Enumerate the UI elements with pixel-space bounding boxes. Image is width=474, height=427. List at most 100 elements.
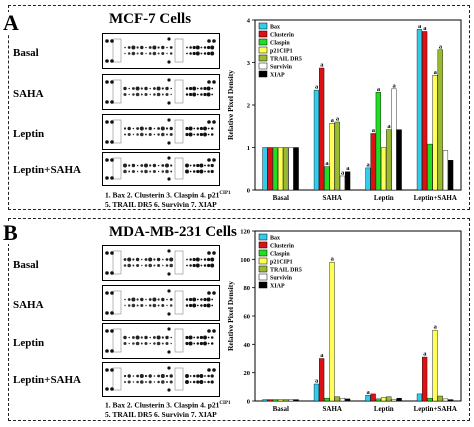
blot-spot: [199, 126, 203, 131]
legend-label: Clusterin: [270, 244, 295, 250]
blot-spot: [170, 87, 172, 90]
blot-spot: [189, 264, 192, 267]
blot-spot: [212, 120, 216, 124]
blot-spot: [144, 264, 148, 267]
blot-spot: [170, 170, 173, 173]
significance-label: a: [320, 352, 324, 359]
blot-frame: [112, 79, 122, 104]
blot-spot: [105, 158, 109, 162]
y-axis-label: Relative Pixel Density: [226, 70, 235, 140]
blot-spot: [199, 335, 203, 340]
blot-spot: [185, 93, 189, 96]
bar-claspin: [427, 143, 433, 191]
blot-spot: [189, 164, 192, 167]
blot-frame: [112, 290, 122, 315]
blot-spot: [141, 258, 143, 261]
blot-image: [102, 33, 220, 69]
blot-spot: [189, 297, 193, 302]
blot-spot: [148, 374, 152, 378]
blot-spot: [206, 303, 211, 308]
blot-spot: [105, 176, 109, 180]
blot-spot: [203, 258, 207, 261]
legend-label: Claspin: [270, 252, 290, 258]
blot-spot: [132, 127, 135, 130]
blot-image: [102, 323, 220, 359]
panel-a: A MCF-7 Cells Basal SAHA Leptin Leptin+S…: [2, 5, 470, 210]
blot-spot: [189, 92, 193, 97]
bar-p21cip1: [329, 261, 335, 402]
blot-spot: [203, 132, 207, 137]
bar-trail-dr5: [386, 396, 392, 402]
blot-spot: [128, 336, 130, 339]
blot-spot: [167, 177, 171, 181]
blot-spot: [167, 388, 171, 392]
blot-spot: [161, 93, 164, 96]
blot-spot: [110, 100, 114, 104]
blot-spot: [161, 342, 164, 345]
blot-spot: [110, 368, 114, 372]
blot-spot: [132, 375, 135, 377]
blot-spot: [200, 46, 203, 49]
blot-spot: [204, 170, 206, 173]
bar-claspin: [272, 147, 278, 191]
blot-spot: [156, 92, 161, 97]
blot-spot: [207, 342, 210, 345]
significance-label: a: [439, 43, 443, 50]
bar-bax: [313, 383, 320, 402]
blot-frame: [174, 79, 184, 104]
blot-spot: [144, 258, 148, 261]
blot-spot: [131, 163, 136, 168]
blot-spot: [153, 133, 156, 136]
blot-spot: [161, 303, 165, 308]
blot-spot: [105, 291, 109, 295]
bar-xiap: [396, 397, 402, 402]
blot-spot: [161, 380, 165, 384]
blot-spot: [132, 93, 135, 96]
blot-spot: [167, 60, 171, 64]
blot-spot: [170, 164, 173, 167]
x-tick-label: Basal: [273, 194, 289, 202]
blot-spot: [204, 164, 206, 167]
blot-spot: [149, 87, 151, 90]
blot-spot: [161, 132, 165, 137]
blot-spot: [123, 92, 127, 97]
blot-spot: [128, 93, 130, 96]
blot-spot: [148, 126, 152, 131]
blot-spot: [189, 303, 193, 308]
blot-spot: [192, 45, 196, 50]
note-superscript: CIP1: [219, 191, 231, 196]
blot-image: [102, 152, 220, 186]
bar-xiap: [293, 147, 299, 191]
blot-spot: [132, 258, 135, 261]
bar-trail-dr5: [437, 395, 443, 402]
blot-spot: [192, 297, 197, 302]
blot-spot: [207, 257, 211, 262]
blot-spot: [127, 298, 131, 301]
blot-spot: [162, 258, 164, 261]
bar-survivin: [442, 150, 449, 191]
blot-spot: [105, 329, 109, 333]
blot-spot: [189, 52, 192, 55]
legend-label: p21CIP1: [270, 260, 293, 266]
blot-spot: [199, 380, 204, 384]
note-line-1: 1. Bax 2. Clusterin 3. Claspin 4. p21: [105, 190, 220, 200]
blot-spot: [210, 45, 215, 50]
bar-trail-dr5: [283, 147, 289, 191]
blot-spot: [212, 158, 216, 162]
blot-spot: [145, 298, 147, 301]
blot-spot: [123, 264, 127, 267]
blot-spot: [105, 251, 109, 255]
significance-label: a: [418, 23, 422, 30]
blot-spot: [192, 51, 196, 56]
legend-label: Bax: [270, 236, 280, 242]
bar-trail-dr5: [334, 121, 340, 191]
bar-bax: [262, 399, 268, 402]
blot-spot: [196, 304, 199, 307]
blot-spot: [157, 298, 160, 301]
blot-spot: [152, 297, 157, 302]
blot-spot: [123, 258, 127, 261]
legend-swatch: [258, 22, 268, 30]
blot-spot: [148, 52, 152, 55]
blot-image: [102, 114, 220, 150]
blot-spot: [203, 335, 207, 340]
